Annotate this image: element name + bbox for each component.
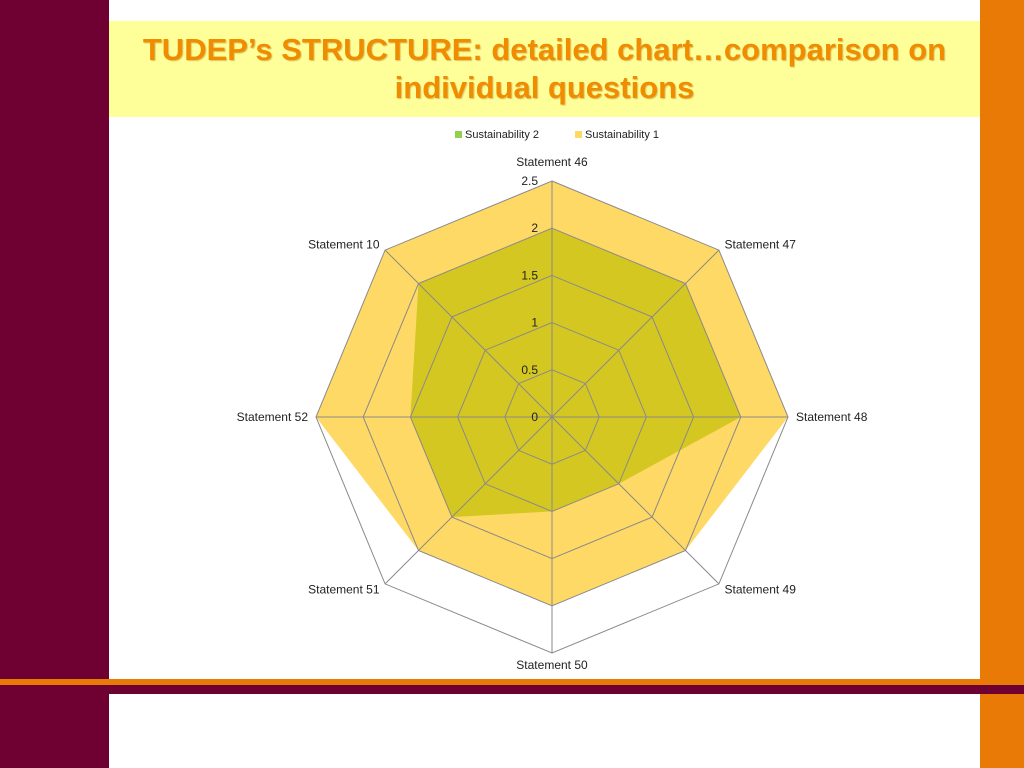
- tick-label: 2.5: [521, 174, 538, 188]
- legend-swatch: [575, 131, 582, 138]
- grid-spoke: [384, 416, 553, 585]
- chart-legend: Sustainability 2 Sustainability 1: [455, 129, 659, 141]
- right-accent-bar: [980, 0, 1024, 768]
- tick-label: 2: [531, 221, 538, 235]
- category-label: Statement 52: [237, 410, 309, 424]
- series-area-sustainability-2: [410, 228, 741, 518]
- grid-spoke: [384, 249, 553, 418]
- grid-spoke: [551, 249, 720, 418]
- title-banner: TUDEP’s STRUCTURE: detailed chart…compar…: [109, 21, 980, 117]
- tick-label: 0.5: [521, 363, 538, 377]
- category-label: Statement 47: [725, 238, 797, 252]
- footer-stripe-orange: [0, 679, 1024, 685]
- legend-label: Sustainability 1: [585, 129, 659, 141]
- label-layer: 0 0.5 1 1.5 2 2.5 Statement 46 Statement 47 Stat…: [237, 155, 868, 672]
- category-label: Statement 50: [516, 658, 588, 672]
- category-label: Statement 10: [308, 238, 380, 252]
- footer-stripe-maroon: [0, 685, 1024, 694]
- category-label: Statement 49: [725, 583, 797, 597]
- left-accent-bar: [0, 0, 109, 768]
- legend-label: Sustainability 2: [465, 129, 539, 141]
- grid-spoke: [551, 416, 720, 585]
- legend-swatch: [455, 131, 462, 138]
- slide-title: TUDEP’s STRUCTURE: detailed chart…compar…: [142, 32, 947, 105]
- tick-label: 1.5: [521, 268, 538, 282]
- grid-layer: [315, 180, 789, 654]
- tick-label: 1: [531, 316, 538, 330]
- tick-label: 0: [531, 410, 538, 424]
- category-label: Statement 46: [516, 155, 588, 169]
- radar-chart: Sustainability 2 Sustainability 1 0 0.5 1 1.…: [237, 129, 868, 672]
- category-label: Statement 48: [796, 410, 868, 424]
- category-label: Statement 51: [308, 583, 380, 597]
